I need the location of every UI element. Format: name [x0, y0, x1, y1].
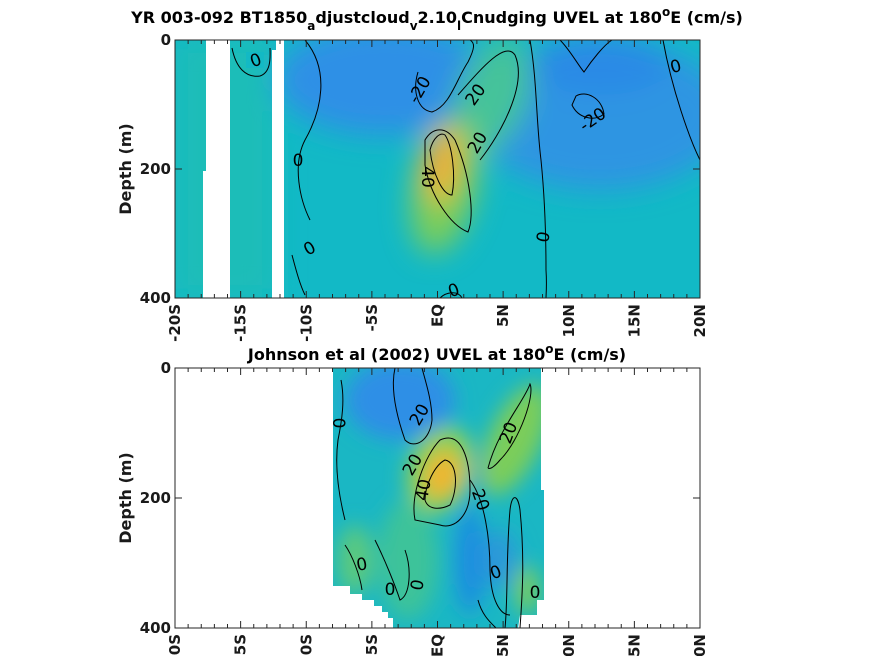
x-tick-label: -15S: [232, 304, 250, 342]
x-tick-label: 15N: [625, 634, 643, 656]
x-axis-model: -20S -15S -10S -5S EQ 5N 10N 15N 20N: [166, 40, 709, 342]
y-tick-label: 200: [140, 160, 171, 178]
contour-label: 0: [328, 418, 348, 429]
x-tick-label: -10S: [297, 634, 315, 656]
contour-label: 0: [668, 56, 684, 78]
contour-label: 0: [407, 578, 429, 592]
x-tick-label: 15N: [625, 304, 643, 337]
x-tick-label: 10N: [560, 634, 578, 656]
y-tick-label: 200: [140, 489, 171, 507]
y-tick-label: 0: [161, 31, 171, 49]
x-tick-label: 20N: [691, 634, 709, 656]
x-tick-label: EQ: [429, 634, 447, 656]
heatmap-model: [175, 40, 700, 298]
title-model: YR 003-092 BT1850adjustcloudv2.10lCnudgi…: [130, 5, 743, 33]
contours-observation: [336, 368, 532, 628]
panel-observation: Johnson et al (2002) UVEL at 180oE (cm/s…: [116, 342, 709, 656]
y-tick-label: 400: [140, 289, 171, 307]
x-tick-label: -20S: [166, 634, 184, 656]
contour-label: 0: [385, 580, 396, 600]
y-tick-label: 0: [161, 359, 171, 377]
ylabel-model: Depth (m): [116, 123, 135, 215]
x-tick-label: -5S: [363, 634, 381, 656]
title-observation: Johnson et al (2002) UVEL at 180oE (cm/s…: [247, 342, 626, 364]
x-axis-observation: -20S -15S -10S -5S EQ 5N 10N 15N 20N: [166, 368, 709, 656]
contour-label: 0: [533, 230, 555, 244]
contour-label: 40: [417, 166, 437, 188]
x-tick-label: EQ: [429, 304, 447, 327]
contours-model: [231, 40, 700, 298]
contour-labels-model: 0 -20 20 -20 0 20 40 0 0 0 0: [246, 50, 684, 302]
x-tick-label: -15S: [232, 634, 250, 656]
x-tick-label: 10N: [560, 304, 578, 337]
contour-label: 0: [355, 554, 369, 576]
x-tick-label: 20N: [691, 304, 709, 337]
x-tick-label: -10S: [297, 304, 315, 342]
contour-label: 40: [412, 478, 435, 503]
contour-label: 0: [293, 151, 304, 171]
y-tick-label: 400: [140, 619, 171, 637]
x-tick-label: 5N: [494, 304, 512, 327]
x-tick-label: -20S: [166, 304, 184, 342]
heatmap-observation: [333, 368, 544, 628]
x-tick-label: 5N: [494, 634, 512, 656]
x-tick-label: -5S: [363, 304, 381, 331]
ylabel-observation: Depth (m): [116, 452, 135, 544]
contour-label: 0: [530, 583, 541, 603]
panel-model: YR 003-092 BT1850adjustcloudv2.10lCnudgi…: [116, 5, 743, 342]
